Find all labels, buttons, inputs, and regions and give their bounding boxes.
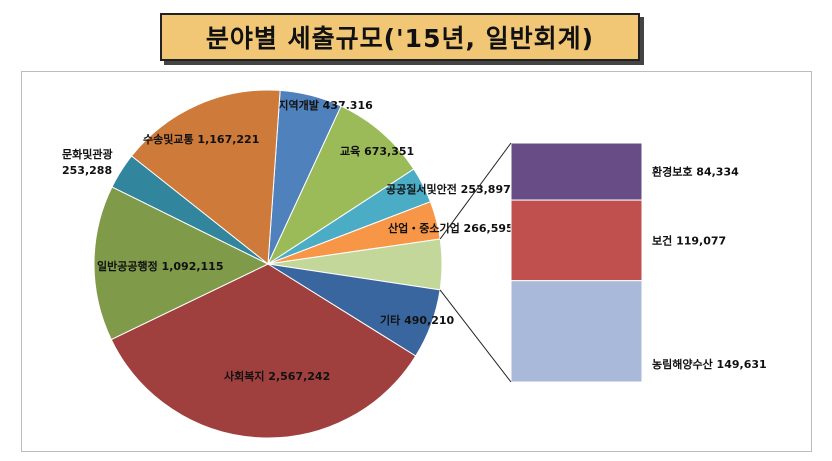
pie-slice [93,186,270,341]
connector-line [439,142,512,240]
pie-slice [266,105,415,266]
connector-line [439,289,512,383]
pie-label: 산업・중소기업 266,595 [388,221,514,235]
bar-segment [510,142,643,201]
pie-label: 일반공공행정 1,092,115 [97,259,223,273]
pie-label: 사회복지 2,567,242 [224,369,330,383]
chart-title: 분야별 세출규모('15년, 일반회계) [160,13,640,61]
plot-area [21,71,812,452]
pie-slice [110,263,417,439]
pie-label: 기타 490,210 [380,313,455,327]
pie-label: 공공질서및안전 253,897 [386,182,511,196]
pie-label: 수송및교통 1,167,221 [143,132,259,146]
bar-label: 보건 119,077 [652,233,726,247]
bar-label: 환경보호 84,334 [652,165,739,179]
bar-segment [510,199,643,282]
bar-label: 농림해양수산 149,631 [652,357,767,371]
pie-label: 문화및관광 [62,147,113,161]
bar-segment [510,280,643,383]
pie-label: 교육 673,351 [340,145,414,158]
pie-slice [130,89,281,265]
pie-value-label: 253,288 [62,164,112,177]
